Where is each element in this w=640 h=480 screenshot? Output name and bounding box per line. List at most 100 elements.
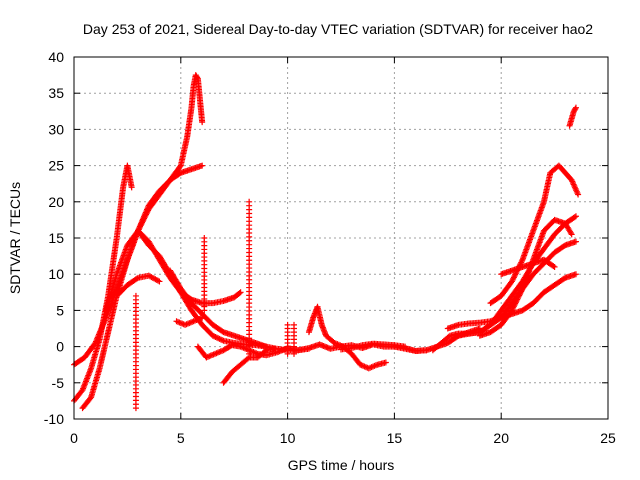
data-point-marker <box>212 334 219 341</box>
data-point-marker <box>510 275 517 282</box>
grid-lines <box>74 57 608 419</box>
data-point-marker <box>236 290 243 297</box>
spike-markers <box>201 235 208 314</box>
data-point-marker <box>510 274 517 281</box>
data-point-marker <box>133 275 140 282</box>
series-arc11 <box>305 303 389 372</box>
data-point-marker <box>237 289 244 296</box>
data-point-marker <box>512 271 519 278</box>
data-points <box>71 72 582 412</box>
data-point-marker <box>132 292 139 299</box>
data-point-marker <box>518 288 525 295</box>
spike-markers <box>246 198 253 357</box>
series-arc1 <box>71 162 135 404</box>
series-arc17 <box>476 216 575 339</box>
spike-markers <box>132 292 139 412</box>
data-point-marker <box>512 299 519 306</box>
y-tick-label: -5 <box>52 375 65 391</box>
data-point-marker <box>199 162 206 169</box>
spike-markers <box>291 321 298 357</box>
data-point-marker <box>262 348 269 355</box>
data-point-marker <box>510 303 517 310</box>
data-point-marker <box>514 295 521 302</box>
data-point-marker <box>244 355 251 362</box>
y-tick-label: 25 <box>48 158 64 174</box>
y-tick-label: 0 <box>56 339 64 355</box>
data-point-marker <box>217 336 224 343</box>
data-point-marker <box>128 184 135 191</box>
data-point-marker <box>517 289 524 296</box>
y-tick-label: 20 <box>48 194 64 210</box>
data-point-marker <box>550 263 557 270</box>
data-point-marker <box>572 105 579 112</box>
series-arc18 <box>487 162 582 307</box>
data-point-marker <box>382 359 389 366</box>
data-point-marker <box>199 314 206 321</box>
series-arc8 <box>173 314 206 328</box>
data-point-marker <box>194 74 201 81</box>
data-point-marker <box>211 333 218 340</box>
data-point-marker <box>517 260 524 267</box>
spike-markers <box>284 321 291 357</box>
data-point-marker <box>572 238 579 245</box>
data-point-marker <box>518 287 525 294</box>
data-point-marker <box>155 277 162 284</box>
data-point-marker <box>216 335 223 342</box>
x-tick-label: 25 <box>600 430 616 446</box>
x-tick-label: 15 <box>387 430 403 446</box>
y-axis-label: SDTVAR / TECUs <box>7 182 23 294</box>
data-point-marker <box>176 163 183 170</box>
data-point-marker <box>513 297 520 304</box>
data-point-marker <box>572 104 579 111</box>
y-tick-label: 35 <box>48 85 64 101</box>
data-point-marker <box>514 296 521 303</box>
x-tick-label: 0 <box>70 430 78 446</box>
data-point-marker <box>572 213 579 220</box>
data-point-marker <box>571 214 578 221</box>
data-point-marker <box>284 321 291 328</box>
series-arc3 <box>71 162 206 368</box>
series-arc5 <box>113 272 163 299</box>
data-point-marker <box>568 231 575 238</box>
data-point-marker <box>215 335 222 342</box>
x-tick-label: 20 <box>493 430 509 446</box>
series-arc10 <box>220 345 278 386</box>
data-point-marker <box>551 263 558 270</box>
data-point-marker <box>510 304 517 311</box>
series-arc14 <box>429 238 579 354</box>
data-point-marker <box>516 291 523 298</box>
data-point-marker <box>509 306 516 313</box>
y-tick-label: -10 <box>44 411 64 427</box>
series-arc7 <box>167 267 270 350</box>
data-point-marker <box>213 334 220 341</box>
y-tick-label: 5 <box>56 302 64 318</box>
y-tick-label: 30 <box>48 121 64 137</box>
data-point-marker <box>511 273 518 280</box>
data-point-marker <box>575 191 582 198</box>
data-point-marker <box>512 300 519 307</box>
axis-ticks: 0 5 10 15 20 25 -10 -5 0 5 10 15 20 25 30 35 40 <box>44 49 616 446</box>
y-tick-label: 10 <box>48 266 64 282</box>
data-point-marker <box>219 337 226 344</box>
data-point-marker <box>209 332 216 339</box>
data-point-marker <box>515 293 522 300</box>
chart-title: Day 253 of 2021, Sidereal Day-to-day VTE… <box>83 21 593 37</box>
series-arc20 <box>566 104 579 129</box>
data-point-marker <box>509 277 516 284</box>
data-point-marker <box>567 230 574 237</box>
data-point-marker <box>156 278 163 285</box>
data-point-marker <box>445 333 452 340</box>
data-point-marker <box>511 301 518 308</box>
data-point-marker <box>246 198 253 205</box>
x-axis-label: GPS time / hours <box>288 457 395 473</box>
y-tick-label: 40 <box>48 49 64 65</box>
y-tick-label: 15 <box>48 230 64 246</box>
data-point-marker <box>291 321 298 328</box>
data-point-marker <box>199 119 206 126</box>
series-arc19 <box>498 256 558 278</box>
x-tick-label: 10 <box>280 430 296 446</box>
data-point-marker <box>271 345 278 352</box>
data-point-marker <box>87 395 94 402</box>
data-point-marker <box>508 307 515 314</box>
